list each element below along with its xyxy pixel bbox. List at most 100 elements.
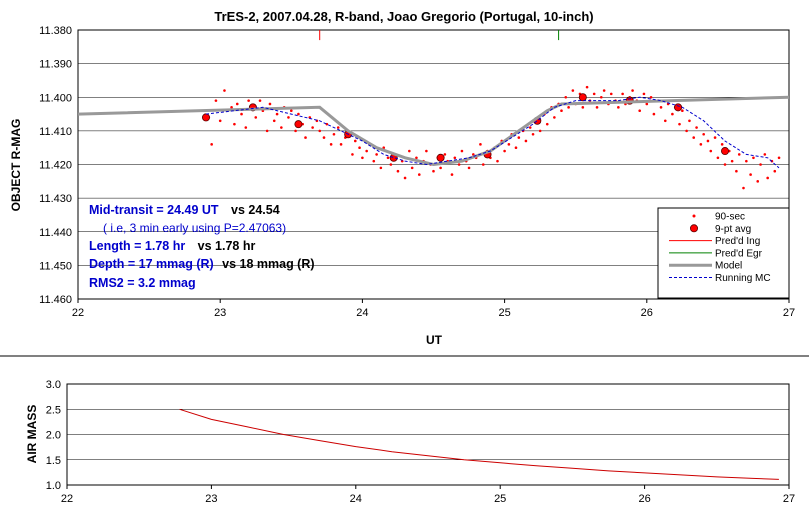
90-sec-point xyxy=(254,116,258,119)
90-sec-point xyxy=(688,119,691,123)
annotation-line-2: ( i.e, 3 min early using P=2.47063) xyxy=(103,221,286,235)
90-sec-point xyxy=(268,102,272,106)
90-sec-point xyxy=(230,106,233,109)
90-sec-point xyxy=(272,119,276,123)
90-sec-point xyxy=(631,89,634,92)
y-tick-label: 11.430 xyxy=(39,193,72,205)
90-sec-point xyxy=(467,166,471,170)
9-pt-avg-point xyxy=(721,147,730,156)
90-sec-point xyxy=(382,146,386,149)
90-sec-point xyxy=(457,163,461,166)
90-sec-point xyxy=(417,173,421,176)
y-tick-label: 11.420 xyxy=(39,160,72,172)
90-sec-point xyxy=(749,173,752,176)
90-sec-point xyxy=(649,95,653,99)
90-sec-point xyxy=(737,153,741,156)
annotation-line-5: RMS2 = 3.2 mmag xyxy=(89,276,196,290)
legend-label-model: Model xyxy=(715,261,742,272)
air-mass-chart: 1.0 1.5 2.0 2.5 3.0 22 23 24 25 26 27 AIR MASS xyxy=(25,379,795,505)
90-sec-point xyxy=(308,116,312,119)
y-axis-label: OBJECT R-MAG xyxy=(9,119,23,212)
90-sec-point xyxy=(581,106,585,109)
90-sec-point xyxy=(713,136,717,139)
90-sec-point xyxy=(702,132,705,136)
90-sec-point xyxy=(233,122,236,126)
90-sec-point xyxy=(235,102,239,106)
top-plot-frame xyxy=(77,29,790,300)
9-pt-avg-point xyxy=(674,103,683,112)
90-sec-point xyxy=(410,166,414,170)
y-tick-label: 11.440 xyxy=(39,227,72,239)
90-sec-point xyxy=(496,159,499,163)
90-sec-point xyxy=(408,149,411,153)
90-sec-point xyxy=(453,156,457,160)
chart-title: TrES-2, 2007.04.28, R-band, Joao Gregori… xyxy=(214,9,593,24)
bottom-x-tick-labels: 22 23 24 25 26 27 xyxy=(61,485,795,505)
mid-transit-text: Mid-transit = 24.49 UT xyxy=(89,203,219,217)
9-pt-avg-point xyxy=(201,113,210,122)
x-tick-label: 22 xyxy=(72,307,84,319)
90-sec-point xyxy=(218,119,222,123)
90-sec-point xyxy=(659,106,663,109)
90-sec-point xyxy=(297,112,300,116)
x-tick-label: 24 xyxy=(350,493,362,505)
y-tick-label: 11.450 xyxy=(39,260,72,272)
90-sec-point xyxy=(351,153,354,156)
90-sec-point xyxy=(692,136,696,139)
90-sec-point xyxy=(311,126,314,129)
y-tick-label: 2.0 xyxy=(46,430,61,442)
90-sec-point xyxy=(425,149,428,153)
legend-label-9-pt-avg: 9-pt avg xyxy=(715,224,751,235)
90-sec-point xyxy=(663,119,667,123)
legend-symbol-9-pt-avg xyxy=(690,224,699,233)
90-sec-point xyxy=(332,132,336,136)
legend-label-90-sec: 90-sec xyxy=(715,212,745,223)
90-sec-point xyxy=(479,143,482,146)
90-sec-point xyxy=(472,153,475,156)
x-tick-label: 23 xyxy=(214,307,226,319)
x-tick-label: 27 xyxy=(783,493,795,505)
90-sec-point xyxy=(538,129,542,133)
y-tick-label: 1.5 xyxy=(46,455,61,467)
90-sec-point xyxy=(379,166,383,170)
length-vs-text: vs 1.78 hr xyxy=(198,239,256,253)
90-sec-point xyxy=(517,136,521,139)
90-sec-point xyxy=(723,163,727,166)
90-sec-point xyxy=(595,106,599,109)
y-tick-label: 11.390 xyxy=(39,59,72,71)
y-tick-label: 2.5 xyxy=(46,404,61,416)
90-sec-point xyxy=(695,126,698,129)
x-tick-label: 24 xyxy=(356,307,368,319)
x-tick-label: 25 xyxy=(494,493,506,505)
90-sec-point xyxy=(361,156,364,160)
depth-text: Depth = 17 mmag (R) xyxy=(89,257,214,271)
90-sec-point xyxy=(528,126,532,129)
90-sec-point xyxy=(745,159,748,163)
90-sec-point xyxy=(514,146,518,149)
annotation-line-1: Mid-transit = 24.49 UT vs 24.54 xyxy=(89,201,280,218)
90-sec-point xyxy=(652,112,656,116)
90-sec-point xyxy=(265,129,269,133)
90-sec-point xyxy=(294,129,297,133)
90-sec-point xyxy=(481,163,485,166)
x-tick-label: 26 xyxy=(641,307,653,319)
x-tick-label: 25 xyxy=(498,307,510,319)
90-sec-point xyxy=(247,99,250,102)
90-sec-point xyxy=(681,109,684,112)
90-sec-point xyxy=(571,89,575,92)
y-tick-label: 1.0 xyxy=(46,480,61,492)
bottom-gridlines xyxy=(67,383,789,486)
90-sec-point xyxy=(560,109,563,112)
90-sec-point xyxy=(415,156,418,160)
90-sec-point xyxy=(592,92,596,96)
length-text: Length = 1.78 hr xyxy=(89,239,185,253)
series-0-line xyxy=(179,408,779,480)
annotation-line-4: Depth = 17 mmag (R) vs 18 mmag (R) xyxy=(89,255,315,272)
90-sec-point xyxy=(389,163,393,166)
bottom-plot-frame xyxy=(66,383,790,486)
y-tick-label: 11.380 xyxy=(39,25,72,37)
90-sec-point xyxy=(322,136,326,139)
90-sec-point xyxy=(531,132,535,136)
bottom-series-layer xyxy=(179,408,779,480)
